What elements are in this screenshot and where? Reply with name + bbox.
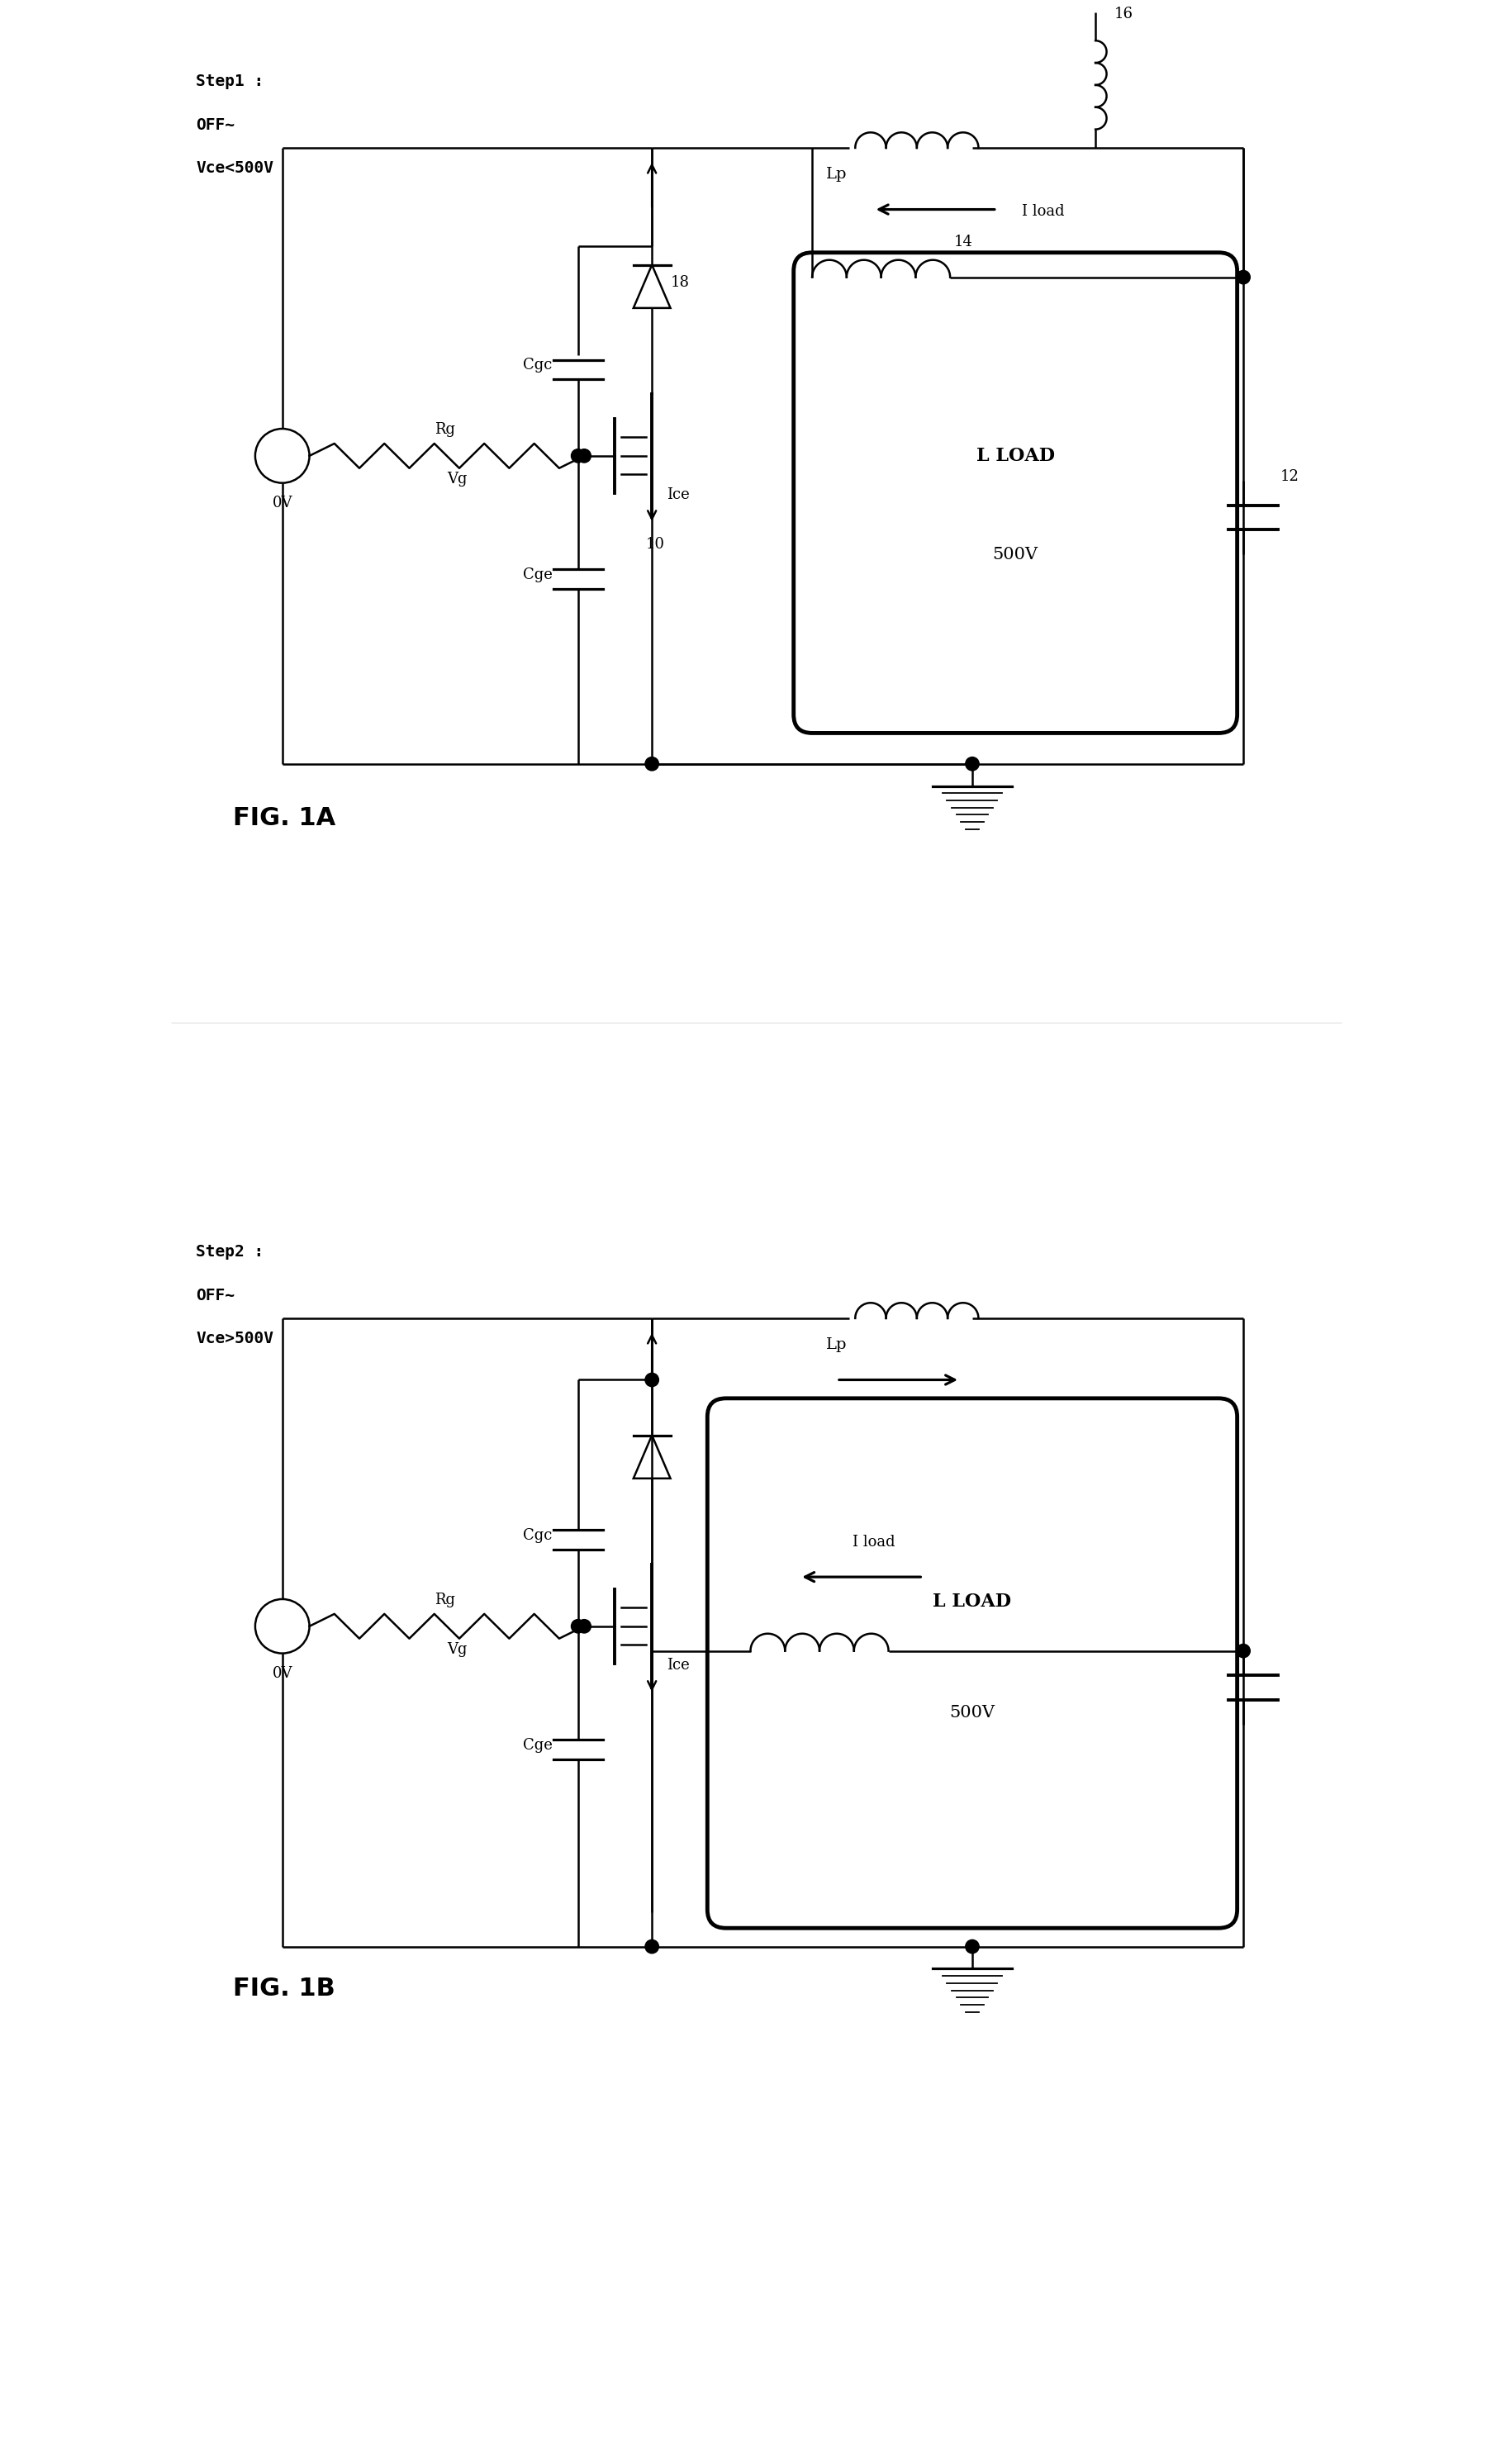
Circle shape	[1237, 271, 1250, 283]
Circle shape	[965, 756, 979, 771]
Text: Vg: Vg	[447, 471, 467, 485]
Text: 500V: 500V	[950, 1705, 995, 1720]
Text: 0V: 0V	[273, 495, 293, 510]
Text: Lp: Lp	[826, 1338, 847, 1353]
Circle shape	[645, 1372, 659, 1387]
Text: FIG. 1B: FIG. 1B	[233, 1976, 335, 2001]
Circle shape	[572, 1619, 585, 1634]
Text: 18: 18	[671, 276, 689, 291]
Text: I load: I load	[853, 1535, 895, 1550]
Circle shape	[965, 1939, 979, 1954]
Text: Step1 :: Step1 :	[197, 74, 264, 89]
Text: Vce>500V: Vce>500V	[197, 1331, 273, 1345]
Text: OFF~: OFF~	[197, 1286, 234, 1303]
Text: Vce<500V: Vce<500V	[197, 160, 273, 175]
Text: L LOAD: L LOAD	[934, 1592, 1012, 1611]
Text: 10: 10	[645, 537, 665, 552]
Text: Cge: Cge	[522, 567, 552, 582]
Circle shape	[1237, 1643, 1250, 1658]
Circle shape	[645, 756, 659, 771]
Circle shape	[645, 1939, 659, 1954]
Text: OFF~: OFF~	[197, 116, 234, 133]
Text: Ice: Ice	[666, 488, 689, 503]
Text: FIG. 1A: FIG. 1A	[233, 806, 336, 830]
Text: Cge: Cge	[522, 1737, 552, 1752]
Text: Rg: Rg	[434, 421, 455, 436]
Text: Ice: Ice	[666, 1658, 689, 1673]
Text: Lp: Lp	[826, 168, 847, 182]
Text: 0V: 0V	[273, 1666, 293, 1680]
Text: L LOAD: L LOAD	[976, 446, 1055, 466]
Text: 12: 12	[1280, 468, 1300, 483]
Text: Rg: Rg	[434, 1592, 455, 1607]
Text: Cgc: Cgc	[522, 357, 552, 372]
Circle shape	[578, 448, 591, 463]
Text: I load: I load	[1022, 205, 1064, 219]
Circle shape	[572, 448, 585, 463]
Text: Cgc: Cgc	[522, 1528, 552, 1542]
Circle shape	[578, 1619, 591, 1634]
Text: Step2 :: Step2 :	[197, 1244, 264, 1259]
Text: Vg: Vg	[447, 1641, 467, 1656]
Text: 14: 14	[953, 234, 973, 249]
Text: 16: 16	[1114, 7, 1133, 22]
Text: 500V: 500V	[992, 547, 1039, 562]
